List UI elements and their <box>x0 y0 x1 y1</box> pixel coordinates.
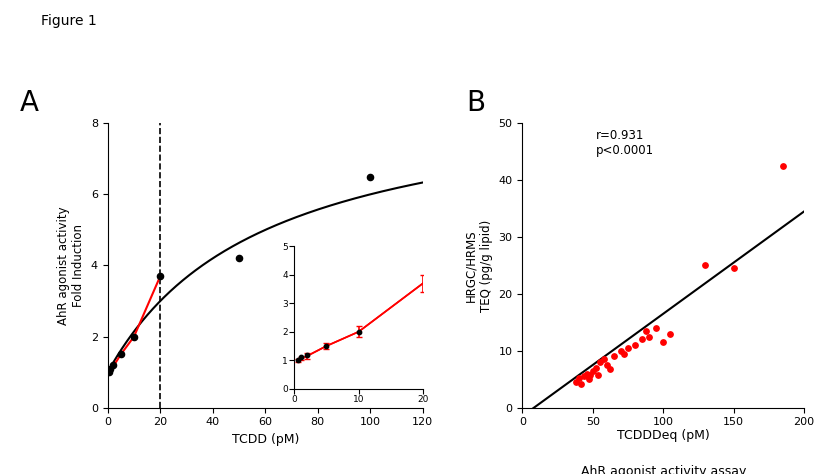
Point <box>639 327 652 335</box>
Point <box>114 351 128 358</box>
Point <box>599 361 613 369</box>
Point <box>621 344 634 352</box>
Point <box>153 272 166 280</box>
Point <box>588 364 601 372</box>
Point <box>616 350 629 357</box>
Text: Figure 1: Figure 1 <box>41 14 97 28</box>
Point <box>628 341 641 349</box>
Y-axis label: HRGC/HRMS
TEQ (pg/g lipid): HRGC/HRMS TEQ (pg/g lipid) <box>465 219 493 311</box>
Point <box>775 162 788 170</box>
Y-axis label: AhR agonist activity
Fold Induction: AhR agonist activity Fold Induction <box>57 206 85 325</box>
Point <box>104 365 117 373</box>
Point <box>294 354 307 361</box>
Point <box>583 371 596 378</box>
Point <box>602 365 615 373</box>
X-axis label: TCDDDeq (pM): TCDDDeq (pM) <box>616 429 709 442</box>
Point <box>577 373 590 380</box>
Point <box>663 330 676 337</box>
Point <box>574 380 587 388</box>
Point <box>597 356 610 363</box>
Point <box>585 367 599 374</box>
Point <box>593 358 606 366</box>
Point <box>634 336 647 343</box>
Point <box>698 262 711 269</box>
Point <box>351 328 364 336</box>
Point <box>606 353 619 360</box>
Point <box>726 264 739 272</box>
Point <box>300 351 313 358</box>
Point <box>649 324 662 332</box>
Point <box>128 333 141 340</box>
Point <box>569 378 582 386</box>
X-axis label: TCDD (pM): TCDD (pM) <box>231 433 299 446</box>
Point <box>571 374 585 382</box>
Point <box>580 370 593 377</box>
Point <box>106 361 119 369</box>
Point <box>614 347 627 355</box>
Text: AhR agonist activity assay: AhR agonist activity assay <box>580 465 745 474</box>
Point <box>591 371 604 378</box>
Point <box>320 342 333 350</box>
Text: B: B <box>465 89 484 117</box>
Point <box>363 173 377 181</box>
Point <box>642 333 655 340</box>
Text: r=0.931
p<0.0001: r=0.931 p<0.0001 <box>595 129 653 157</box>
Text: A: A <box>20 89 39 117</box>
Point <box>656 338 669 346</box>
Point <box>291 356 304 364</box>
Point <box>232 255 245 262</box>
Point <box>581 375 595 383</box>
Point <box>103 368 116 376</box>
